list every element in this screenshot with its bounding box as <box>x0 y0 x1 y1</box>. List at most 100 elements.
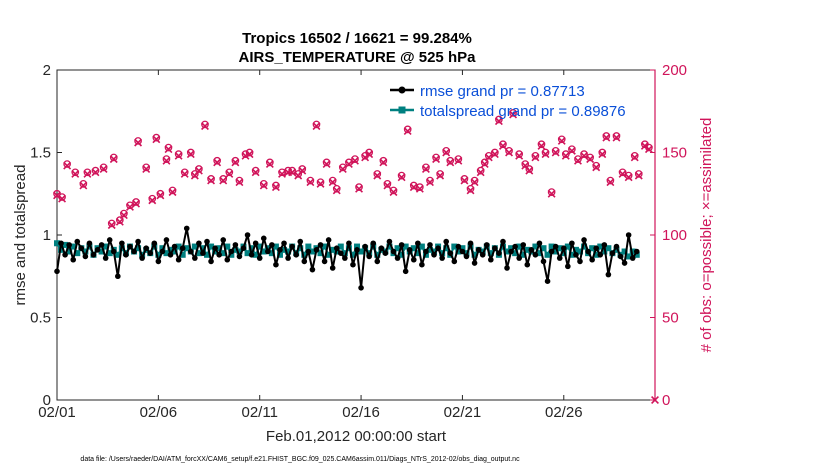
totalspread-point <box>341 250 348 257</box>
rmse-point <box>135 238 141 245</box>
obs-possible-point <box>521 160 530 168</box>
rmse-point <box>240 245 247 251</box>
totalspread-point <box>102 243 109 250</box>
rmse-point <box>102 255 109 261</box>
rmse-point <box>329 265 336 271</box>
totalspread-point <box>66 248 73 255</box>
obs-possible-point <box>470 176 479 185</box>
rmse-point <box>350 261 356 268</box>
obs-possible-point <box>379 156 388 165</box>
obs-assimilated-point <box>389 188 398 197</box>
rmse-point <box>317 242 324 248</box>
obs-assimilated-point <box>499 141 507 150</box>
rmse-point <box>386 238 393 245</box>
obs-assimilated-point <box>328 178 337 187</box>
obs-assimilated-point <box>231 158 240 167</box>
obs-possible-point <box>71 168 80 177</box>
rmse-point <box>362 243 368 250</box>
obs-possible-point <box>312 120 321 129</box>
obs-possible-point <box>152 133 161 142</box>
obs-assimilated-point <box>225 169 234 178</box>
totalspread-point <box>155 251 162 258</box>
obs-assimilated-point <box>421 165 430 173</box>
obs-assimilated-point <box>484 153 493 162</box>
totalspread-point <box>191 243 198 250</box>
x-axis: 02/01 02/06 02/11 02/16 02/21 02/26 <box>38 70 583 421</box>
totalspread-point <box>114 251 121 258</box>
data-file-footnote: data file: /Users/raeder/DAI/ATM_forcXX/… <box>80 456 520 463</box>
totalspread-point <box>272 243 279 250</box>
obs-assimilated-point <box>109 155 118 164</box>
obs-possible-point <box>83 168 92 177</box>
totalspread-point <box>556 245 563 252</box>
rmse-point <box>110 248 117 255</box>
y-axis-right: 0 50 100 150 200 <box>650 62 687 409</box>
obs-assimilated-point <box>379 158 388 167</box>
obs-possible-point <box>306 176 315 185</box>
rmse-point <box>569 240 575 247</box>
totalspread-point <box>414 250 421 257</box>
obs-assimilated-point <box>494 117 503 126</box>
totalspread-point <box>354 243 361 250</box>
obs-assimilated-point <box>132 199 141 208</box>
obs-assimilated-point <box>278 169 286 178</box>
x-tick-label: 02/21 <box>444 404 482 421</box>
obs-possible-point <box>460 175 469 183</box>
totalspread-point <box>487 250 494 257</box>
obs-assimilated-point <box>219 176 228 185</box>
totalspread-point <box>508 245 515 252</box>
obs-assimilated-point <box>213 158 222 167</box>
rmse-point <box>86 240 93 247</box>
rmse-point <box>252 240 259 247</box>
obs-possible-point <box>580 150 588 158</box>
rmse-point <box>382 250 389 256</box>
obs-possible-point <box>207 175 215 183</box>
obs-possible-point <box>132 198 140 206</box>
obs-assimilated-point <box>245 150 254 159</box>
totalspread-point <box>532 243 539 250</box>
rmse-point <box>508 248 514 255</box>
rmse-point <box>256 255 263 261</box>
obs-assimilated-point <box>271 183 280 192</box>
rmse-point <box>313 247 320 253</box>
obs-assimilated-point <box>142 165 151 173</box>
rmse-point <box>309 266 316 273</box>
obs-possible-point <box>476 166 485 175</box>
obs-assimilated-point <box>164 145 173 154</box>
rmse-point <box>131 248 137 255</box>
rmse-point <box>289 243 295 250</box>
obs-assimilated-point <box>79 181 88 190</box>
obs-assimilated-point <box>134 138 143 147</box>
obs-possible-point <box>99 163 108 172</box>
obs-assimilated-point <box>235 178 244 187</box>
rmse-point <box>216 252 222 258</box>
obs-possible-point <box>568 145 576 154</box>
rmse-point <box>204 238 210 245</box>
x-tick-label: 02/01 <box>38 404 76 421</box>
totalspread-point <box>106 250 113 257</box>
obs-assimilated-point <box>531 153 540 162</box>
obs-assimilated-point <box>426 178 434 187</box>
rmse-point <box>605 271 612 278</box>
totalspread-point <box>564 243 571 250</box>
rmse-point <box>346 240 352 247</box>
obs-possible-point <box>541 148 550 157</box>
totalspread-point <box>568 251 575 258</box>
obs-possible-point <box>115 216 124 224</box>
obs-possible-point <box>624 171 633 180</box>
obs-assimilated-point <box>525 166 534 175</box>
rmse-point <box>435 245 441 251</box>
obs-possible-point <box>373 170 382 178</box>
totalspread-point <box>349 251 356 258</box>
obs-assimilated-point <box>201 122 209 131</box>
obs-possible-point <box>383 180 392 188</box>
totalspread-point <box>195 250 202 257</box>
obs-possible-point <box>168 186 177 195</box>
obs-assimilated-point <box>83 169 92 178</box>
totalspread-point <box>597 243 604 250</box>
rmse-point <box>496 250 502 256</box>
totalspread-point <box>471 251 478 258</box>
totalspread-point <box>228 251 235 258</box>
totalspread-point <box>260 248 267 255</box>
x-tick-label: 02/26 <box>545 404 583 421</box>
